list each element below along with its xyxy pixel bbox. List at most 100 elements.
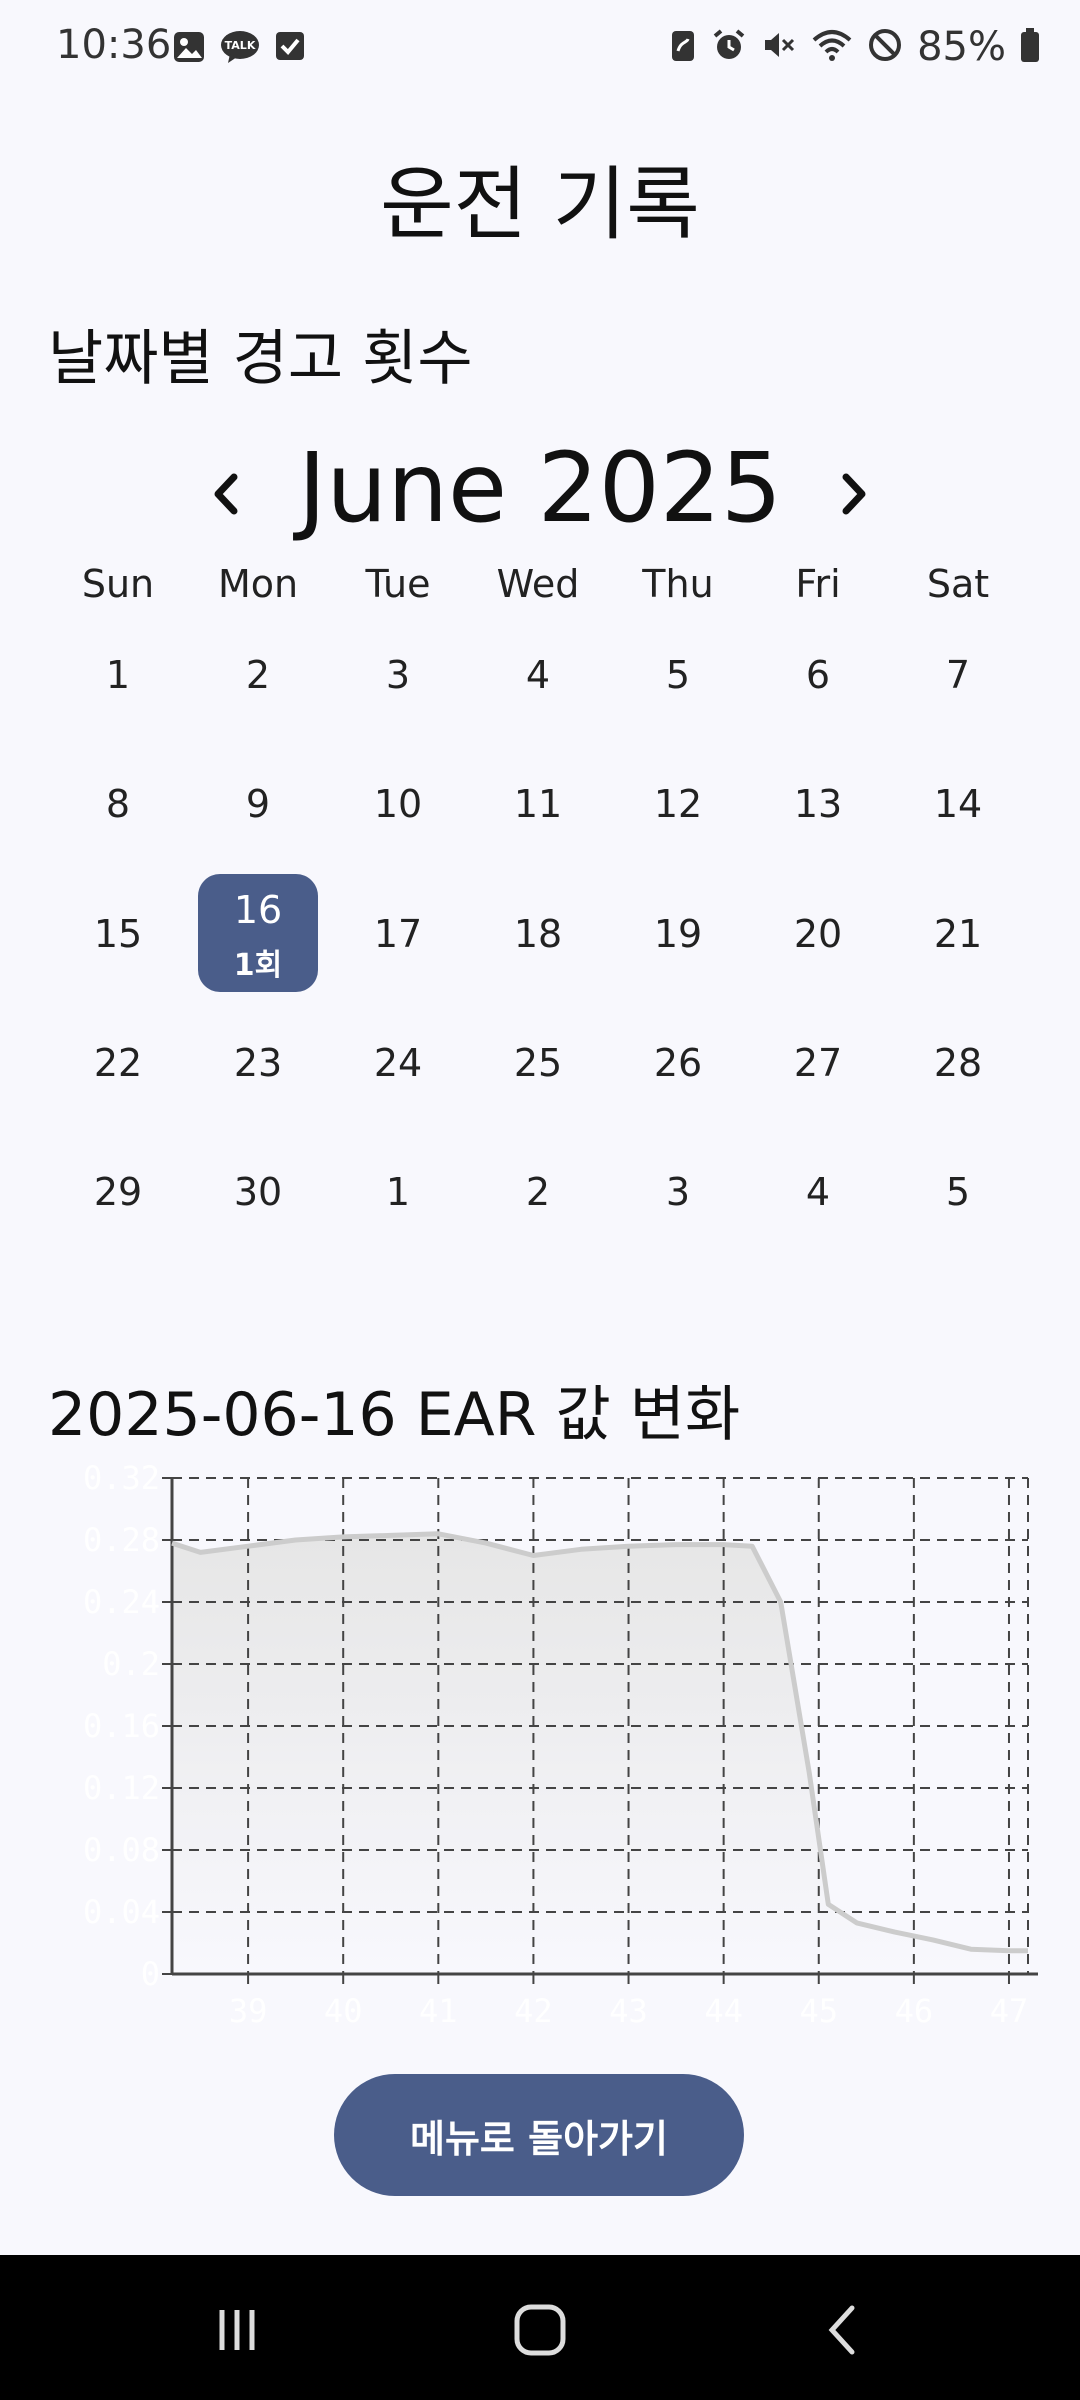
alarm-icon bbox=[711, 27, 747, 67]
calendar-day[interactable]: 5 bbox=[898, 1132, 1018, 1250]
calendar-day[interactable]: 15 bbox=[58, 874, 178, 992]
calendar-day[interactable]: 24 bbox=[338, 1003, 458, 1121]
calendar-day-number: 5 bbox=[945, 1170, 971, 1214]
calendar-day-number: 20 bbox=[793, 912, 843, 956]
recent-apps-icon bbox=[219, 2310, 255, 2350]
y-tick-label: 0.2 bbox=[102, 1645, 160, 1683]
calendar-day[interactable]: 21 bbox=[898, 874, 1018, 992]
calendar-day[interactable]: 29 bbox=[58, 1132, 178, 1250]
recent-apps-button[interactable] bbox=[202, 2295, 272, 2365]
calendar-day[interactable]: 17 bbox=[338, 874, 458, 992]
calendar-day[interactable]: 2 bbox=[198, 615, 318, 733]
dnd-icon bbox=[867, 27, 903, 67]
calendar-day[interactable]: 8 bbox=[58, 744, 178, 862]
calendar-day[interactable]: 4 bbox=[478, 615, 598, 733]
calendar-day[interactable]: 28 bbox=[898, 1003, 1018, 1121]
calendar-day[interactable]: 23 bbox=[198, 1003, 318, 1121]
calendar-month-nav: June 2025 bbox=[0, 432, 1080, 544]
calendar-day-number: 26 bbox=[653, 1041, 703, 1085]
calendar-day[interactable]: 6 bbox=[758, 615, 878, 733]
x-tick-label: 40 bbox=[324, 1992, 363, 2030]
calendar-day-number: 1 bbox=[105, 653, 131, 697]
chevron-left-icon bbox=[214, 473, 238, 515]
calendar-day[interactable]: 2 bbox=[478, 1132, 598, 1250]
calendar-day-number: 27 bbox=[793, 1041, 843, 1085]
calendar-day-number: 30 bbox=[233, 1170, 283, 1214]
prev-month-button[interactable] bbox=[186, 454, 266, 534]
calendar-day[interactable]: 27 bbox=[758, 1003, 878, 1121]
back-icon bbox=[828, 2305, 855, 2355]
calendar-day[interactable]: 4 bbox=[758, 1132, 878, 1250]
weekday-tue: Tue bbox=[365, 562, 431, 606]
home-icon bbox=[514, 2304, 566, 2356]
next-month-button[interactable] bbox=[814, 454, 894, 534]
calendar-day[interactable]: 18 bbox=[478, 874, 598, 992]
calendar-day[interactable]: 7 bbox=[898, 615, 1018, 733]
home-button[interactable] bbox=[505, 2295, 575, 2365]
back-button[interactable] bbox=[808, 2295, 878, 2365]
x-tick-label: 45 bbox=[799, 1992, 838, 2030]
talk-icon: TALK bbox=[220, 30, 260, 68]
calendar-day[interactable]: 9 bbox=[198, 744, 318, 862]
y-tick-label: 0.32 bbox=[83, 1460, 160, 1497]
calendar-day-number: 11 bbox=[513, 782, 563, 826]
calendar-day-number: 6 bbox=[805, 653, 831, 697]
ear-series-line bbox=[171, 1531, 1028, 1954]
calendar-day-number: 2 bbox=[525, 1170, 551, 1214]
status-system-icons: 85% bbox=[669, 24, 1040, 70]
calendar-day-number: 25 bbox=[513, 1041, 563, 1085]
calendar-day[interactable]: 12 bbox=[618, 744, 738, 862]
calendar-day-number: 8 bbox=[105, 782, 131, 826]
calendar-day-number: 24 bbox=[373, 1041, 423, 1085]
y-tick-label: 0.24 bbox=[83, 1583, 160, 1621]
weekday-wed: Wed bbox=[496, 562, 580, 606]
calendar-day[interactable]: 3 bbox=[338, 615, 458, 733]
calendar-day[interactable]: 10 bbox=[338, 744, 458, 862]
x-tick-label: 42 bbox=[514, 1992, 553, 2030]
calendar-day[interactable]: 30 bbox=[198, 1132, 318, 1250]
y-tick-label: 0 bbox=[141, 1955, 160, 1993]
calendar-day-number: 18 bbox=[513, 912, 563, 956]
calendar-day[interactable]: 11 bbox=[478, 744, 598, 862]
calendar-day-number: 16 bbox=[233, 888, 283, 932]
calendar-day[interactable]: 5 bbox=[618, 615, 738, 733]
weekday-sun: Sun bbox=[81, 562, 155, 606]
calendar-day-number: 4 bbox=[805, 1170, 831, 1214]
calendar-day[interactable]: 19 bbox=[618, 874, 738, 992]
weekday-sat: Sat bbox=[926, 562, 990, 606]
calendar-day[interactable]: 20 bbox=[758, 874, 878, 992]
y-tick-label: 0.08 bbox=[83, 1831, 160, 1869]
calendar-day[interactable]: 25 bbox=[478, 1003, 598, 1121]
calendar-day[interactable]: 13 bbox=[758, 744, 878, 862]
back-to-menu-button[interactable]: 메뉴로 돌아가기 bbox=[334, 2074, 744, 2196]
calendar-day[interactable]: 1 bbox=[58, 615, 178, 733]
battery-icon bbox=[1020, 27, 1040, 67]
status-bar: 10:36 TALK 85% bbox=[0, 0, 1080, 96]
weekday-thu: Thu bbox=[642, 562, 714, 606]
calendar-day-number: 2 bbox=[245, 653, 271, 697]
calendar-day[interactable]: 26 bbox=[618, 1003, 738, 1121]
x-tick-label: 39 bbox=[229, 1992, 268, 2030]
calendar-day-number: 4 bbox=[525, 653, 551, 697]
calendar-day[interactable]: 1 bbox=[338, 1132, 458, 1250]
system-nav-bar bbox=[0, 2255, 1080, 2400]
x-tick-label: 44 bbox=[704, 1992, 743, 2030]
calendar-day-number: 15 bbox=[93, 912, 143, 956]
calendar-day[interactable]: 3 bbox=[618, 1132, 738, 1250]
battery-percent: 85% bbox=[917, 24, 1006, 70]
calendar-day-number: 3 bbox=[665, 1170, 691, 1214]
calendar-day-number: 17 bbox=[373, 912, 423, 956]
x-tick-label: 46 bbox=[895, 1992, 934, 2030]
calendar-day-selected[interactable]: 16 1회 bbox=[198, 874, 318, 992]
save-icon bbox=[669, 27, 697, 67]
chevron-right-icon bbox=[842, 473, 866, 515]
y-tick-label: 0.16 bbox=[83, 1707, 160, 1745]
calendar-section-title: 날짜별 경고 횟수 bbox=[48, 324, 473, 394]
calendar-day-number: 1 bbox=[385, 1170, 411, 1214]
calendar-day[interactable]: 14 bbox=[898, 744, 1018, 862]
calendar-day-number: 12 bbox=[653, 782, 703, 826]
calendar-day-number: 9 bbox=[245, 782, 271, 826]
x-tick-label: 41 bbox=[419, 1992, 458, 2030]
calendar-day-number: 3 bbox=[385, 653, 411, 697]
calendar-day[interactable]: 22 bbox=[58, 1003, 178, 1121]
